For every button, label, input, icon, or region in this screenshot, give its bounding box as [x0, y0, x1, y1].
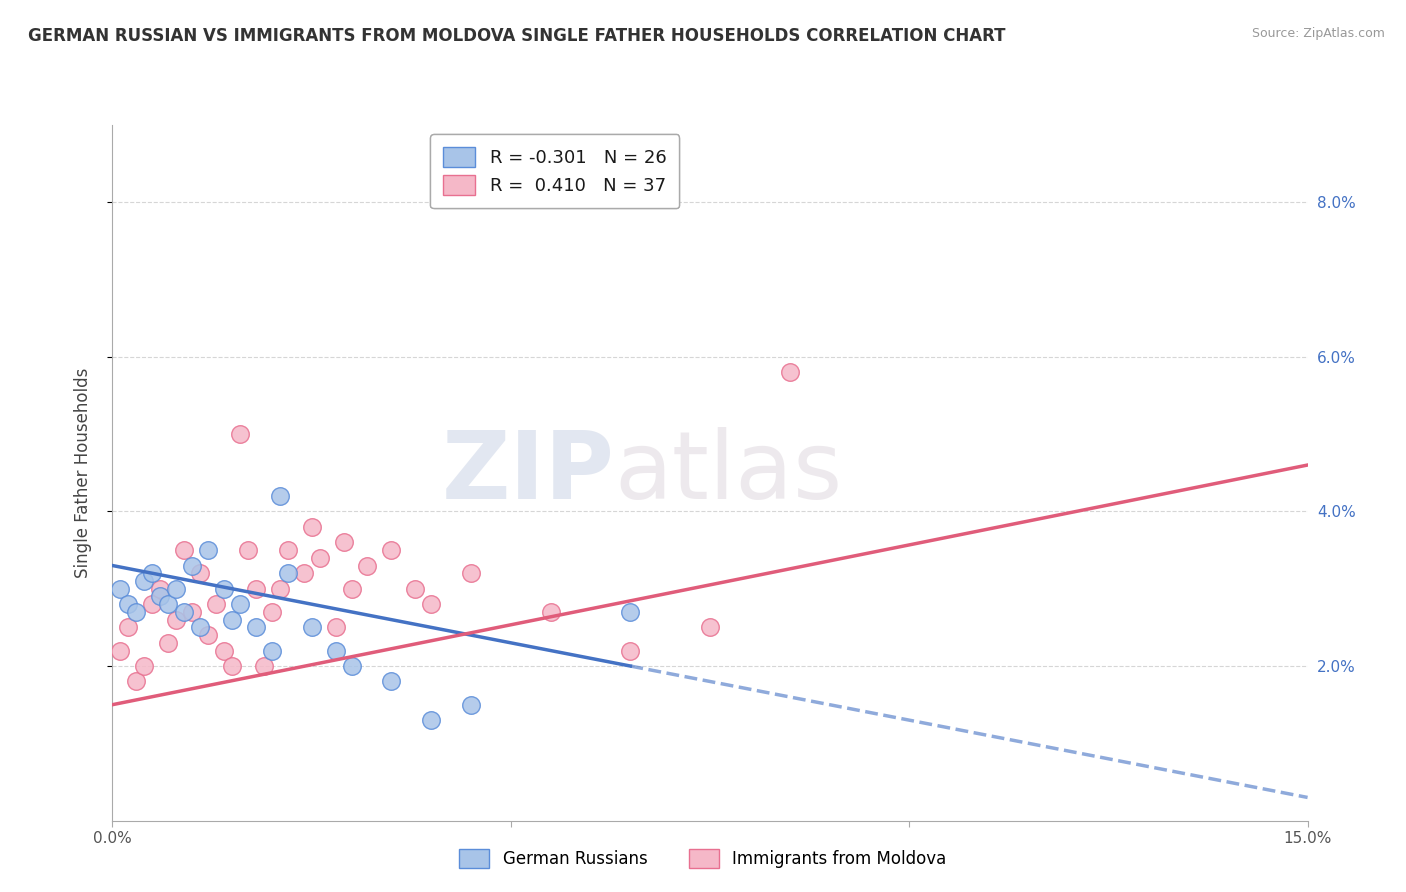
Y-axis label: Single Father Households: Single Father Households: [73, 368, 91, 578]
Point: [404, 582, 426, 596]
Point: [229, 597, 252, 611]
Point: [197, 628, 219, 642]
Point: [188, 566, 211, 581]
Point: [356, 558, 378, 573]
Point: [340, 582, 363, 596]
Point: [212, 643, 235, 657]
Point: [141, 597, 163, 611]
Point: [165, 613, 187, 627]
Point: [332, 535, 354, 549]
Point: [245, 582, 267, 596]
Point: [619, 605, 641, 619]
Point: [308, 550, 330, 565]
Point: [340, 659, 363, 673]
Point: [779, 365, 801, 379]
Point: [188, 620, 211, 634]
Point: [205, 597, 228, 611]
Point: [292, 566, 315, 581]
Point: [420, 597, 443, 611]
Point: [221, 613, 243, 627]
Point: [380, 674, 402, 689]
Point: [325, 643, 347, 657]
Point: [221, 659, 243, 673]
Point: [325, 620, 347, 634]
Point: [619, 643, 641, 657]
Point: [117, 597, 139, 611]
Point: [181, 605, 204, 619]
Point: [197, 543, 219, 558]
Point: [125, 605, 148, 619]
Point: [110, 582, 132, 596]
Legend: R = -0.301   N = 26, R =  0.410   N = 37: R = -0.301 N = 26, R = 0.410 N = 37: [430, 134, 679, 208]
Point: [173, 543, 195, 558]
Point: [236, 543, 259, 558]
Point: [245, 620, 267, 634]
Point: [420, 713, 443, 727]
Point: [212, 582, 235, 596]
Point: [301, 620, 323, 634]
Point: [460, 698, 482, 712]
Point: [269, 489, 291, 503]
Point: [173, 605, 195, 619]
Point: [181, 558, 204, 573]
Text: Source: ZipAtlas.com: Source: ZipAtlas.com: [1251, 27, 1385, 40]
Point: [540, 605, 562, 619]
Point: [460, 566, 482, 581]
Text: ZIP: ZIP: [441, 426, 614, 519]
Text: atlas: atlas: [614, 426, 842, 519]
Point: [253, 659, 276, 673]
Point: [110, 643, 132, 657]
Point: [269, 582, 291, 596]
Point: [157, 636, 180, 650]
Point: [380, 543, 402, 558]
Point: [117, 620, 139, 634]
Point: [277, 566, 299, 581]
Point: [149, 590, 172, 604]
Point: [277, 543, 299, 558]
Point: [134, 574, 156, 588]
Point: [260, 605, 283, 619]
Point: [125, 674, 148, 689]
Point: [229, 427, 252, 442]
Point: [157, 597, 180, 611]
Point: [134, 659, 156, 673]
Text: GERMAN RUSSIAN VS IMMIGRANTS FROM MOLDOVA SINGLE FATHER HOUSEHOLDS CORRELATION C: GERMAN RUSSIAN VS IMMIGRANTS FROM MOLDOV…: [28, 27, 1005, 45]
Point: [165, 582, 187, 596]
Point: [141, 566, 163, 581]
Point: [149, 582, 172, 596]
Point: [699, 620, 721, 634]
Point: [301, 520, 323, 534]
Point: [260, 643, 283, 657]
Legend: German Russians, Immigrants from Moldova: German Russians, Immigrants from Moldova: [453, 842, 953, 875]
